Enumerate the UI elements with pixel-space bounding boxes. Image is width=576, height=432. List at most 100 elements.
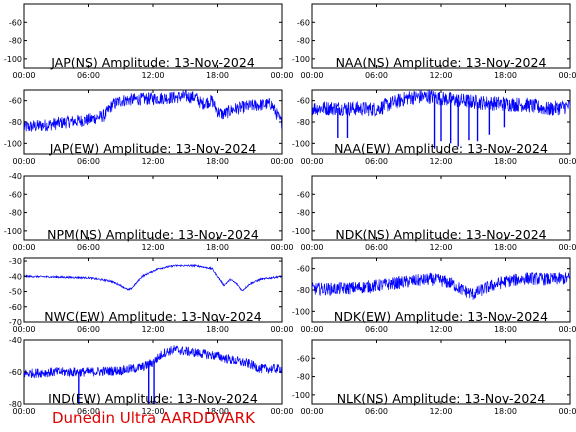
- x-tick-label: 12:00: [141, 243, 164, 252]
- x-tick-label: 00:00: [270, 157, 293, 166]
- panel-title: NAA(NS) Amplitude: 13-Nov-2024: [336, 55, 547, 70]
- x-tick-label: 12:00: [141, 71, 164, 80]
- y-tick-label: -40: [9, 336, 22, 345]
- x-tick-label: 06:00: [77, 243, 100, 252]
- y-tick-label: -60: [9, 190, 22, 199]
- x-tick-label: 12:00: [141, 325, 164, 334]
- chart-panels: -100 -80 -60 00:00 06:00 12:00 18:00 00:00 JAP(N…: [4, 3, 576, 416]
- y-tick-label: -100: [292, 307, 310, 316]
- x-tick-label: 12:00: [429, 157, 452, 166]
- x-tick-label: 06:00: [77, 71, 100, 80]
- amplitude-trace: [312, 90, 570, 117]
- panel-title: NAA(EW) Amplitude: 13-Nov-2024: [334, 141, 548, 156]
- y-tick-label: -40: [9, 272, 22, 281]
- x-tick-label: 06:00: [365, 325, 388, 334]
- y-tick-label: -60: [297, 190, 310, 199]
- x-tick-label: 18:00: [494, 71, 517, 80]
- x-tick-label: 00:00: [270, 407, 293, 416]
- x-tick-label: 06:00: [365, 243, 388, 252]
- y-tick-label: -80: [297, 373, 310, 382]
- chart-panel: -100 -80 -60 -40 00:00 06:00 12:00 18:00 00:00 NP…: [4, 172, 294, 252]
- x-tick-label: 00:00: [300, 71, 323, 80]
- x-tick-label: 18:00: [494, 157, 517, 166]
- y-tick-label: -80: [9, 118, 22, 127]
- x-tick-label: 18:00: [206, 325, 229, 334]
- y-tick-label: -50: [9, 288, 22, 297]
- y-tick-label: -80: [9, 209, 22, 218]
- x-tick-label: 12:00: [141, 157, 164, 166]
- x-tick-label: 06:00: [365, 157, 388, 166]
- amplitude-trace: [24, 345, 282, 379]
- x-tick-label: 00:00: [558, 325, 576, 334]
- x-tick-label: 18:00: [494, 407, 517, 416]
- station-footer-label: Dunedin Ultra AARDDVARK: [52, 409, 256, 427]
- y-tick-label: -60: [9, 18, 22, 27]
- panel-title: NLK(NS) Amplitude: 13-Nov-2024: [337, 391, 546, 406]
- chart-panel: -70 -60 -50 -40 -30 00:00 06:00 12:00 18:00 00:00…: [9, 257, 294, 334]
- x-tick-label: 18:00: [206, 157, 229, 166]
- x-tick-label: 18:00: [206, 407, 229, 416]
- y-tick-label: -100: [292, 391, 310, 400]
- y-tick-label: -100: [292, 139, 310, 148]
- y-tick-label: -60: [297, 97, 310, 106]
- x-tick-label: 00:00: [270, 243, 293, 252]
- x-tick-label: 00:00: [300, 157, 323, 166]
- amplitude-trace: [24, 90, 282, 132]
- x-tick-label: 12:00: [429, 71, 452, 80]
- x-tick-label: 12:00: [141, 407, 164, 416]
- x-tick-label: 00:00: [12, 71, 35, 80]
- panel-title: NDK(NS) Amplitude: 13-Nov-2024: [335, 227, 546, 242]
- x-tick-label: 06:00: [77, 157, 100, 166]
- y-tick-label: -100: [4, 55, 22, 64]
- x-tick-label: 00:00: [12, 157, 35, 166]
- x-tick-label: 00:00: [300, 325, 323, 334]
- x-tick-label: 18:00: [206, 243, 229, 252]
- y-tick-label: -100: [292, 55, 310, 64]
- y-tick-label: -60: [297, 18, 310, 27]
- y-tick-label: -100: [292, 227, 310, 236]
- y-tick-label: -30: [9, 257, 22, 266]
- y-tick-label: -80: [297, 118, 310, 127]
- y-tick-label: -80: [297, 286, 310, 295]
- y-tick-label: -100: [4, 139, 22, 148]
- x-tick-label: 12:00: [429, 325, 452, 334]
- panel-title: JAP(EW) Amplitude: 13-Nov-2024: [49, 141, 257, 156]
- y-tick-label: -60: [297, 354, 310, 363]
- x-tick-label: 12:00: [429, 407, 452, 416]
- x-tick-label: 00:00: [558, 407, 576, 416]
- amplitude-trace: [312, 271, 570, 300]
- x-tick-label: 00:00: [300, 407, 323, 416]
- y-tick-label: -60: [297, 265, 310, 274]
- x-tick-label: 18:00: [494, 325, 517, 334]
- x-tick-label: 00:00: [12, 325, 35, 334]
- chart-panel: -100 -80 -60 00:00 06:00 12:00 18:00 00:00 NDK(E…: [292, 257, 576, 334]
- x-tick-label: 00:00: [12, 407, 35, 416]
- x-tick-label: 06:00: [365, 407, 388, 416]
- x-tick-label: 00:00: [270, 71, 293, 80]
- panel-title: NPM(NS) Amplitude: 13-Nov-2024: [47, 227, 259, 242]
- chart-panel: -100 -80 -60 00:00 06:00 12:00 18:00 00:00 NLK(N…: [292, 339, 576, 416]
- panel-title: JAP(NS) Amplitude: 13-Nov-2024: [50, 55, 255, 70]
- y-tick-label: -60: [9, 303, 22, 312]
- panel-title: IND(EW) Amplitude: 13-Nov-2024: [48, 391, 258, 406]
- panel-title: NWC(EW) Amplitude: 13-Nov-2024: [44, 309, 262, 324]
- x-tick-label: 00:00: [300, 243, 323, 252]
- chart-panel: -100 -80 -60 00:00 06:00 12:00 18:00 00:00 NAA(E…: [292, 89, 576, 166]
- y-tick-label: -80: [297, 209, 310, 218]
- y-tick-label: -60: [9, 368, 22, 377]
- x-tick-label: 00:00: [558, 157, 576, 166]
- x-tick-label: 12:00: [429, 243, 452, 252]
- chart-panel: -100 -80 -60 00:00 06:00 12:00 18:00 00:00 NAA(N…: [292, 3, 576, 80]
- x-tick-label: 18:00: [206, 71, 229, 80]
- y-tick-label: -40: [9, 172, 22, 181]
- y-tick-label: -70: [9, 318, 22, 327]
- chart-panel: -100 -80 -60 00:00 06:00 12:00 18:00 00:00 JAP(N…: [4, 3, 294, 80]
- y-tick-label: -100: [4, 227, 22, 236]
- y-tick-label: -80: [9, 400, 22, 409]
- x-tick-label: 06:00: [77, 407, 100, 416]
- x-tick-label: 18:00: [494, 243, 517, 252]
- y-tick-label: -80: [297, 37, 310, 46]
- panel-title: NDK(EW) Amplitude: 13-Nov-2024: [334, 309, 548, 324]
- chart-panel: -100 -80 -60 00:00 06:00 12:00 18:00 00:00 JAP(E…: [4, 89, 294, 166]
